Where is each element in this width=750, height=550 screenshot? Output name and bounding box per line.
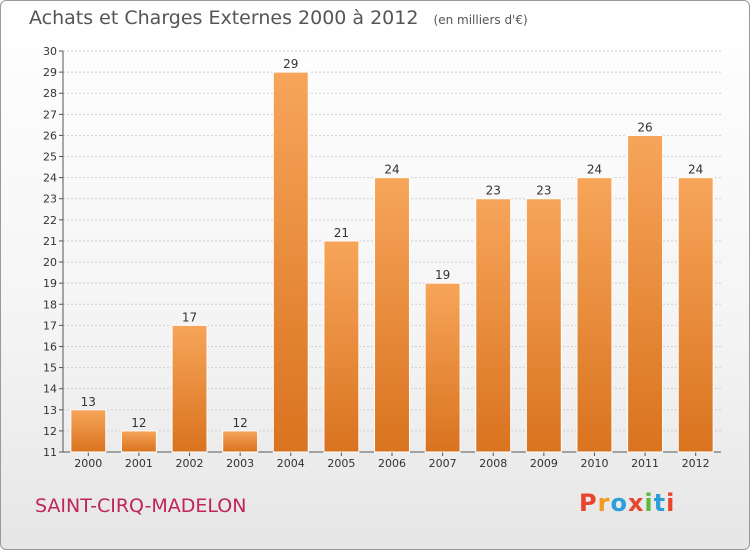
x-tick-label: 2000	[74, 457, 102, 470]
logo-letter: o	[610, 489, 628, 517]
chart-unit-text: (en milliers d'€)	[433, 13, 528, 27]
y-tick-label: 20	[43, 256, 57, 269]
y-tick-label: 29	[43, 66, 57, 79]
y-tick-label: 14	[43, 383, 57, 396]
bar-2004[interactable]	[272, 71, 309, 453]
logo-letter: r	[597, 489, 611, 517]
bar-2002[interactable]	[171, 324, 208, 453]
x-tick-label: 2011	[631, 457, 659, 470]
x-tick-label: 2006	[378, 457, 406, 470]
value-label: 23	[536, 184, 551, 198]
value-label: 12	[233, 416, 248, 430]
x-tick-label: 2002	[176, 457, 204, 470]
value-label: 19	[435, 268, 450, 282]
value-label: 13	[81, 395, 96, 409]
value-label: 29	[283, 57, 298, 71]
value-label: 23	[486, 184, 501, 198]
value-labels: 13 12 17 12 29 21 24 19 23 23 24 26 24	[81, 57, 704, 430]
y-tick-label: 11	[43, 446, 57, 459]
y-tick-label: 30	[43, 45, 57, 58]
proxiti-logo[interactable]: Proxiti	[579, 489, 675, 517]
value-label: 17	[182, 310, 197, 324]
x-tick-label: 2004	[277, 457, 305, 470]
y-tick-label: 18	[43, 298, 57, 311]
y-tick-label: 23	[43, 193, 57, 206]
x-tick-label: 2009	[530, 457, 558, 470]
y-tick-label: 12	[43, 425, 57, 438]
bar-2005[interactable]	[323, 240, 360, 453]
value-label: 12	[131, 416, 146, 430]
x-tick-label: 2012	[682, 457, 710, 470]
logo-letter: t	[653, 489, 667, 517]
bar-2000[interactable]	[70, 409, 107, 453]
y-tick-label: 13	[43, 404, 57, 417]
y-tick-label: 26	[43, 129, 57, 142]
y-tick-label: 22	[43, 214, 57, 227]
value-label: 26	[637, 120, 652, 134]
value-label: 24	[384, 163, 399, 177]
y-tick-label: 19	[43, 277, 57, 290]
chart-title: Achats et Charges Externes 2000 à 2012 (…	[29, 7, 528, 29]
logo-letter: x	[627, 489, 645, 517]
y-tick-label: 27	[43, 108, 57, 121]
commune-name: SAINT-CIRQ-MADELON	[35, 495, 247, 517]
logo-letter: i	[644, 489, 654, 517]
value-label: 21	[334, 226, 349, 240]
x-tick-label: 2008	[479, 457, 507, 470]
bar-2009[interactable]	[525, 198, 562, 453]
value-label: 24	[587, 163, 602, 177]
y-tick-label: 21	[43, 235, 57, 248]
x-tick-label: 2007	[429, 457, 457, 470]
bar-2008[interactable]	[475, 198, 512, 453]
chart-title-text: Achats et Charges Externes 2000 à 2012	[29, 7, 419, 29]
y-tick-label: 15	[43, 362, 57, 375]
bar-2007[interactable]	[424, 282, 461, 453]
x-tick-label: 2005	[327, 457, 355, 470]
x-tick-label: 2001	[125, 457, 153, 470]
y-tick-label: 24	[43, 172, 57, 185]
x-tick-label: 2003	[226, 457, 254, 470]
bar-2011[interactable]	[627, 134, 664, 453]
bar-2012[interactable]	[677, 177, 714, 453]
bars	[70, 71, 714, 453]
y-tick-label: 16	[43, 340, 57, 353]
bar-2003[interactable]	[222, 430, 259, 453]
bar-2001[interactable]	[120, 430, 157, 453]
y-tick-label: 28	[43, 87, 57, 100]
bar-2010[interactable]	[576, 177, 613, 453]
value-label: 24	[688, 163, 703, 177]
x-tick-label: 2010	[580, 457, 608, 470]
logo-letter: P	[579, 489, 598, 517]
y-tick-label: 25	[43, 151, 57, 164]
y-tick-label: 17	[43, 319, 57, 332]
bar-2006[interactable]	[374, 177, 410, 453]
logo-letter: i	[666, 489, 676, 517]
